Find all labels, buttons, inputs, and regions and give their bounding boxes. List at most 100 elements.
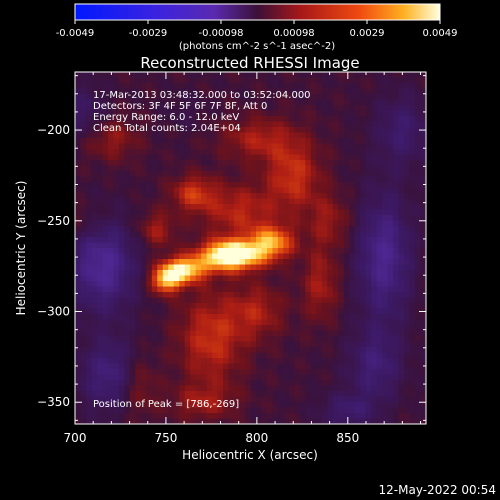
- heatmap-cell: [393, 204, 400, 211]
- heatmap-cell: [272, 99, 279, 106]
- heatmap-cell: [118, 297, 125, 304]
- heatmap-cell: [387, 72, 394, 79]
- heatmap-cell: [349, 99, 356, 106]
- heatmap-cell: [415, 143, 422, 150]
- heatmap-cell: [376, 149, 383, 156]
- heatmap-cell: [283, 121, 290, 128]
- heatmap-cell: [157, 396, 164, 403]
- heatmap-cell: [140, 418, 147, 424]
- heatmap-cell: [151, 209, 158, 216]
- heatmap-cell: [140, 176, 147, 183]
- heatmap-cell: [310, 116, 317, 123]
- heatmap-cell: [305, 198, 312, 205]
- heatmap-cell: [85, 226, 93, 233]
- heatmap-cell: [80, 391, 87, 398]
- heatmap-cell: [327, 319, 334, 326]
- heatmap-cell: [299, 110, 306, 117]
- heatmap-cell: [266, 165, 274, 172]
- heatmap-cell: [85, 418, 93, 424]
- heatmap-cell: [75, 132, 82, 139]
- heatmap-cell: [415, 182, 422, 189]
- heatmap-cell: [173, 352, 180, 359]
- heatmap-cell: [118, 143, 125, 150]
- heatmap-cell: [184, 259, 191, 266]
- heatmap-cell: [415, 105, 422, 112]
- heatmap-cell: [234, 132, 241, 139]
- heatmap-cell: [129, 149, 136, 156]
- heatmap-cell: [140, 330, 147, 337]
- heatmap-cell: [376, 160, 383, 167]
- heatmap-cell: [96, 413, 104, 420]
- heatmap-cell: [75, 292, 82, 299]
- heatmap-cell: [91, 242, 98, 249]
- heatmap-cell: [360, 275, 367, 282]
- heatmap-cell: [80, 187, 87, 194]
- heatmap-cell: [382, 209, 389, 216]
- heatmap-cell: [272, 374, 279, 381]
- heatmap-cell: [168, 237, 175, 244]
- heatmap-cell: [343, 264, 350, 271]
- heatmap-cell: [212, 237, 219, 244]
- heatmap-cell: [223, 116, 230, 123]
- heatmap-cell: [354, 352, 361, 359]
- heatmap-cell: [338, 385, 345, 392]
- heatmap-cell: [299, 220, 306, 227]
- heatmap-cell: [135, 407, 142, 414]
- heatmap-cell: [223, 176, 230, 183]
- heatmap-cell: [266, 380, 274, 387]
- heatmap-cell: [124, 374, 131, 381]
- heatmap-cell: [85, 413, 93, 420]
- heatmap-cell: [118, 237, 125, 244]
- heatmap-cell: [316, 94, 323, 101]
- heatmap-cell: [294, 226, 301, 233]
- heatmap-cell: [206, 149, 213, 156]
- heatmap-cell: [371, 176, 378, 183]
- heatmap-cell: [212, 193, 219, 200]
- heatmap-cell: [245, 308, 252, 315]
- heatmap-cell: [157, 352, 164, 359]
- heatmap-cell: [201, 325, 208, 332]
- heatmap-cell: [338, 363, 345, 370]
- heatmap-cell: [157, 220, 164, 227]
- heatmap-cell: [107, 413, 114, 420]
- heatmap-cell: [409, 259, 416, 266]
- heatmap-cell: [190, 149, 197, 156]
- heatmap-cell: [327, 149, 334, 156]
- heatmap-cell: [305, 187, 312, 194]
- heatmap-cell: [272, 171, 279, 178]
- heatmap-cell: [223, 275, 230, 282]
- heatmap-cell: [239, 374, 246, 381]
- heatmap-cell: [393, 314, 400, 321]
- heatmap-cell: [201, 396, 208, 403]
- heatmap-cell: [135, 94, 142, 101]
- heatmap-cell: [190, 220, 197, 227]
- heatmap-cell: [195, 319, 202, 326]
- heatmap-cell: [75, 270, 82, 277]
- heatmap-cell: [277, 88, 284, 95]
- heatmap-cell: [212, 160, 219, 167]
- heatmap-cell: [140, 402, 147, 409]
- heatmap-cell: [135, 204, 142, 211]
- heatmap-cell: [80, 275, 87, 282]
- heatmap-cell: [239, 149, 246, 156]
- heatmap-cell: [102, 253, 109, 260]
- heatmap-cell: [294, 116, 301, 123]
- heatmap-cell: [398, 127, 405, 134]
- heatmap-cell: [107, 358, 114, 365]
- heatmap-cell: [162, 237, 169, 244]
- heatmap-cell: [316, 116, 323, 123]
- heatmap-cell: [85, 297, 93, 304]
- colorbar-unit-label: (photons cm^-2 s^-1 asec^-2): [179, 41, 335, 52]
- heatmap-cell: [327, 160, 334, 167]
- heatmap-cell: [124, 264, 131, 271]
- heatmap-cell: [398, 286, 405, 293]
- heatmap-cell: [162, 264, 169, 271]
- heatmap-cell: [299, 347, 306, 354]
- heatmap-cell: [261, 275, 268, 282]
- heatmap-cell: [371, 259, 378, 266]
- heatmap-cell: [118, 402, 125, 409]
- heatmap-cell: [255, 275, 263, 282]
- heatmap-cell: [327, 248, 334, 255]
- heatmap-cell: [190, 363, 197, 370]
- heatmap-cell: [212, 165, 219, 172]
